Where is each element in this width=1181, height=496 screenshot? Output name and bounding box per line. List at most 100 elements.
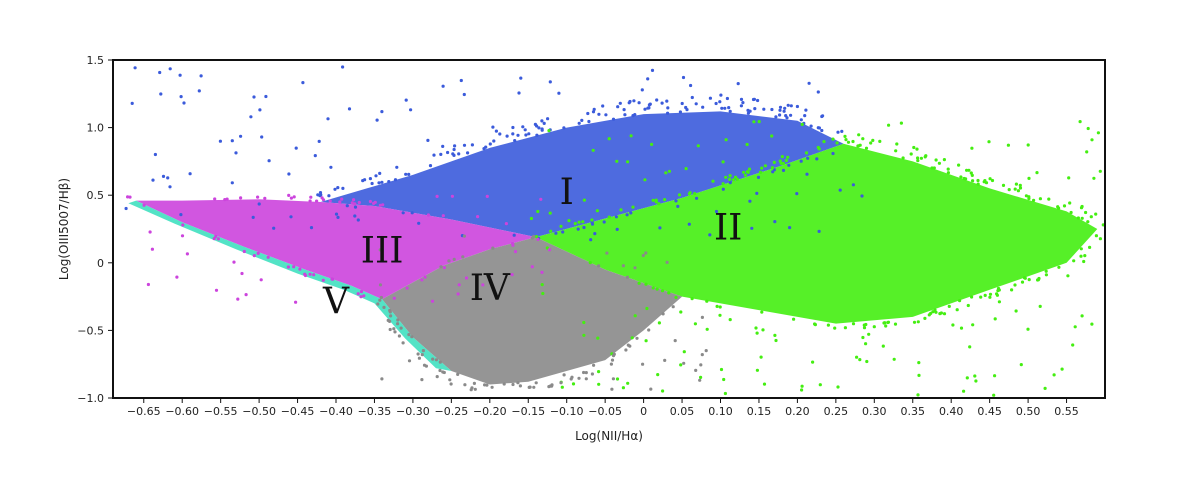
scatter-point [752,97,757,101]
scatter-point [778,105,783,109]
scatter-point [826,323,831,327]
scatter-point [647,103,652,107]
scatter-point [158,70,162,75]
scatter-point [804,151,809,155]
scatter-point [781,161,786,165]
scatter-point [755,331,759,335]
scatter-point [919,156,924,160]
scatter-point [456,372,460,376]
scatter-point [708,96,713,100]
scatter-point [1038,304,1042,308]
scatter-point [317,139,321,143]
scatter-point [795,192,799,196]
scatter-point [1078,120,1082,124]
scatter-point [298,267,302,271]
scatter-point [799,118,803,122]
scatter-point [923,155,927,159]
scatter-point [133,66,137,70]
scatter-point [728,177,732,181]
scatter-point [308,199,312,203]
scatter-point [861,137,865,141]
scatter-point [931,310,935,314]
scatter-point [126,195,130,199]
scatter-point [644,282,648,286]
scatter-point [840,129,844,133]
scatter-point [312,273,316,277]
y-axis: 1.5 1.0 0.5 0 −0.5 −1.0 [77,54,113,405]
scatter-point [760,166,764,170]
scatter-point [784,158,789,163]
scatter-point [818,383,822,387]
scatter-point [547,248,552,252]
scatter-point [388,319,392,323]
scatter-point [313,154,317,158]
scatter-point [213,197,217,201]
scatter-point [884,324,888,328]
scatter-point [590,372,595,376]
scatter-point [539,197,543,201]
scatter-point [1016,189,1021,193]
scatter-point [518,384,523,388]
scatter-point [887,123,891,127]
scatter-point [630,336,634,340]
scatter-point [1057,265,1061,269]
x-tick-label: −0.60 [165,405,199,418]
scatter-point [947,304,951,308]
scatter-point [705,327,709,331]
scatter-point [626,160,630,164]
scatter-point [492,139,496,143]
scatter-point [593,232,597,236]
scatter-point [576,227,580,231]
scatter-point [674,199,678,203]
scatter-point [1088,245,1092,249]
scatter-point [937,161,942,165]
scatter-point [660,289,665,293]
scatter-point [851,139,855,144]
scatter-point [301,81,305,85]
scatter-point [511,125,515,130]
scatter-point [696,144,700,148]
scatter-point [333,187,337,191]
scatter-point [746,170,750,174]
scatter-point [644,339,648,343]
scatter-point [693,322,698,326]
scatter-point [392,327,396,331]
scatter-point [637,101,641,105]
scatter-point [637,281,641,285]
scatter-point [490,385,494,389]
scatter-point [286,265,290,269]
scatter-point [959,326,964,330]
scatter-point [860,194,864,198]
scatter-point [1079,254,1083,258]
scatter-point [728,181,732,185]
scatter-point [542,121,546,125]
scatter-point [789,113,793,117]
scatter-point [287,193,291,197]
scatter-point [396,318,400,322]
scatter-point [647,328,651,332]
scatter-point [761,328,765,332]
scatter-point [260,135,264,139]
scatter-point [664,171,668,175]
scatter-point [181,223,185,227]
scatter-point [983,293,987,297]
scatter-point [264,94,268,99]
scatter-point [929,311,933,315]
scatter-point [491,246,495,250]
scatter-point [421,349,425,353]
scatter-point [225,197,229,201]
scatter-point [591,148,595,152]
scatter-point [1098,169,1102,173]
scatter-point [532,234,536,239]
scatter-point [537,126,541,130]
scatter-point [982,180,986,184]
scatter-point [502,382,506,386]
scatter-point [338,200,342,204]
scatter-point [303,273,308,278]
scatter-point [917,361,921,365]
scatter-point [995,292,999,296]
scatter-point [779,161,783,165]
scatter-point [988,177,992,181]
scatter-point [635,336,639,340]
